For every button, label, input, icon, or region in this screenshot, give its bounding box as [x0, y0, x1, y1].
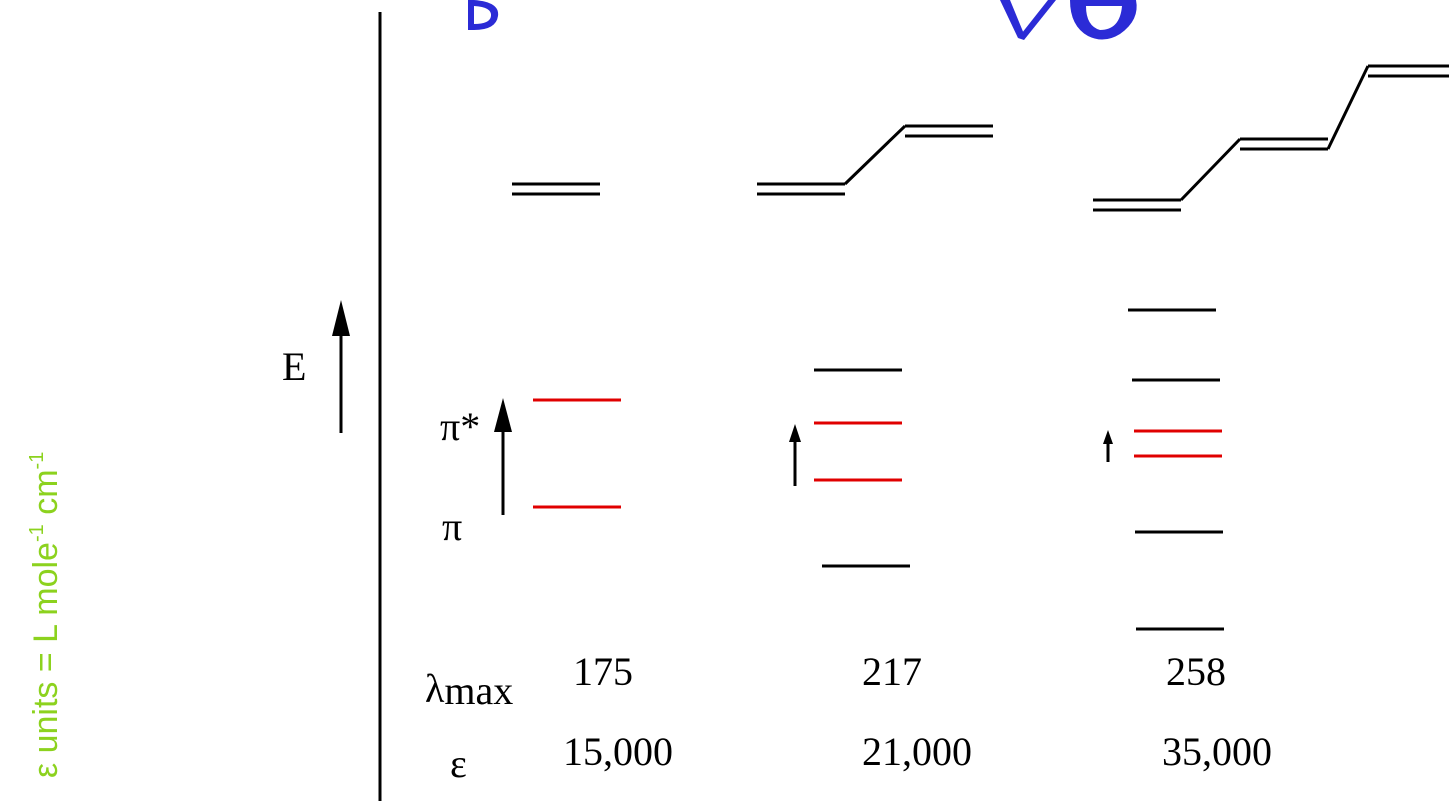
ethylene-transition-head	[494, 398, 512, 432]
butadiene-structure	[757, 124, 993, 196]
cropped-title-fragment	[468, 0, 1137, 40]
lambda-max-value-3: 258	[1166, 649, 1226, 694]
title-glyph-1	[468, 0, 474, 30]
title-glyph-2b	[1018, 0, 1056, 40]
epsilon-units-sup2: -1	[26, 452, 48, 470]
lambda-max-value-2: 217	[862, 649, 922, 694]
lambda-subscript: max	[444, 668, 513, 713]
epsilon-label: ε	[450, 741, 467, 786]
epsilon-value-1: 15,000	[563, 729, 673, 774]
hexatriene-structure	[1093, 64, 1449, 212]
epsilon-units-sup1: -1	[26, 524, 48, 542]
butadiene-transition-head	[789, 424, 801, 442]
pi-label: π	[442, 504, 462, 549]
title-glyph-3	[1070, 0, 1137, 40]
lambda-symbol: λ	[425, 666, 445, 711]
epsilon-units-note: ε units = L mole-1 cm-1	[26, 452, 65, 778]
energy-arrow-head	[332, 300, 350, 336]
ethylene-structure	[512, 182, 600, 196]
ethylene-orbitals	[494, 398, 621, 515]
epsilon-units-prefix: ε units = L mole	[27, 542, 65, 778]
epsilon-value-2: 21,000	[862, 729, 972, 774]
epsilon-units-mid: cm	[27, 469, 65, 524]
title-glyph-1b	[474, 0, 499, 30]
hexatriene-orbitals	[1103, 308, 1224, 631]
lambda-max-value-1: 175	[573, 649, 633, 694]
energy-label: E	[282, 344, 306, 389]
hexatriene-transition-head	[1103, 430, 1113, 444]
epsilon-value-3: 35,000	[1162, 729, 1272, 774]
title-glyph-2	[1000, 0, 1024, 38]
pi-star-label: π*	[440, 404, 480, 449]
lambda-max-label: λmax	[425, 666, 513, 713]
butadiene-orbitals	[789, 368, 910, 568]
